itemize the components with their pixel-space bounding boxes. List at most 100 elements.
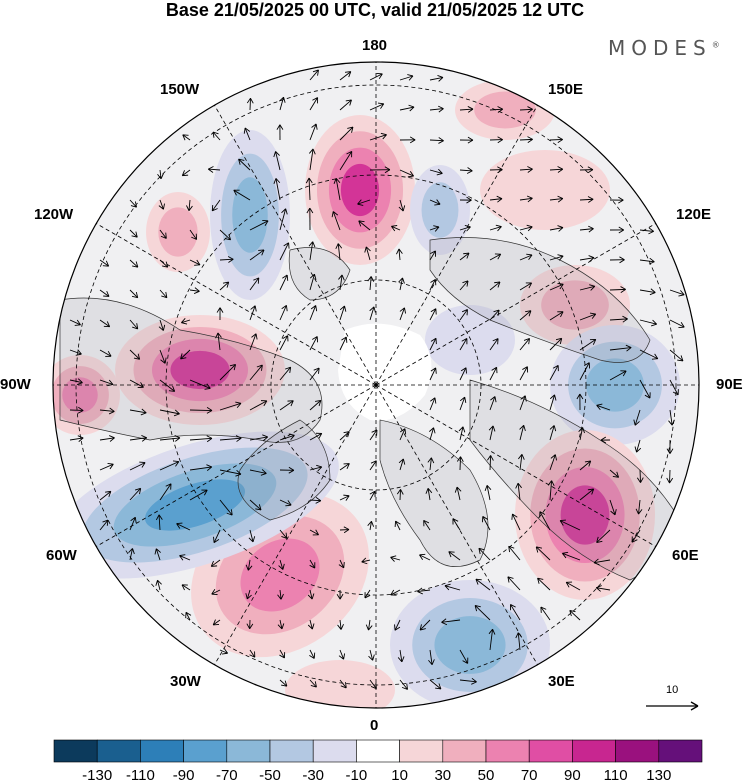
wind-arrowhead bbox=[278, 563, 285, 570]
wind-arrowhead bbox=[437, 75, 444, 82]
wind-arrow bbox=[639, 259, 655, 263]
wind-arrowhead bbox=[158, 324, 166, 331]
wind-arrowhead bbox=[367, 276, 375, 282]
wind-arrowhead bbox=[540, 606, 547, 613]
lon-label-90w: 90W bbox=[0, 376, 31, 393]
wind-arrow bbox=[519, 254, 533, 261]
wind-arrow bbox=[309, 69, 319, 81]
polar-cap bbox=[338, 323, 432, 421]
wind-arrowhead bbox=[635, 508, 643, 515]
wind-arrowhead bbox=[467, 106, 474, 113]
wind-arrow bbox=[540, 606, 551, 621]
wind-arrowhead bbox=[181, 584, 188, 591]
wind-arrow bbox=[129, 379, 144, 388]
wind-arrowhead bbox=[515, 632, 523, 639]
wind-arrow bbox=[249, 249, 265, 261]
wind-arrow bbox=[456, 486, 461, 501]
wind-arrowhead bbox=[434, 199, 441, 206]
wind-arrowhead bbox=[238, 158, 245, 165]
colorbar-swatch bbox=[183, 739, 228, 763]
wind-arrow bbox=[399, 428, 406, 441]
wind-arrowhead bbox=[336, 593, 344, 600]
wind-arrow bbox=[507, 576, 521, 591]
wind-arrow bbox=[519, 338, 530, 351]
wind-arrow bbox=[549, 338, 563, 351]
wind-arrowhead bbox=[494, 253, 502, 260]
lon-label-120w: 120W bbox=[34, 206, 74, 223]
wind-arrow bbox=[508, 545, 521, 561]
wind-arrowhead bbox=[396, 489, 404, 495]
wind-arrow bbox=[69, 379, 83, 384]
wind-arrow bbox=[669, 379, 679, 396]
wind-arrow bbox=[634, 409, 641, 426]
wind-arrowhead bbox=[165, 483, 172, 490]
wind-arrowhead bbox=[620, 370, 627, 377]
wind-arrow bbox=[159, 199, 164, 210]
wind-arrow bbox=[99, 379, 114, 385]
wind-arrow bbox=[244, 127, 251, 141]
wind-arrowhead bbox=[250, 305, 257, 312]
lon-label-0: 0 bbox=[370, 717, 379, 734]
wind-arrow bbox=[519, 168, 533, 171]
wind-arrowhead bbox=[634, 446, 642, 453]
wind-arrowhead bbox=[105, 350, 112, 357]
colorbar-tick-label: 30 bbox=[434, 767, 451, 783]
wind-arrowhead bbox=[315, 399, 322, 407]
land-outline bbox=[379, 419, 489, 568]
wind-arrow bbox=[279, 242, 290, 261]
wind-arrowhead bbox=[276, 124, 284, 130]
wind-arrow bbox=[213, 529, 221, 543]
wind-arrow bbox=[339, 274, 343, 291]
wind-arrow bbox=[549, 283, 564, 291]
wind-arrow bbox=[535, 546, 551, 561]
wind-arrow bbox=[208, 168, 221, 171]
wind-arrow bbox=[489, 198, 503, 201]
wind-arrowhead bbox=[636, 477, 644, 483]
wind-arrow bbox=[219, 229, 231, 241]
wind-arrow bbox=[549, 480, 553, 501]
wind-arrowhead bbox=[436, 168, 443, 176]
wind-arrow bbox=[212, 131, 221, 141]
wind-arrow bbox=[489, 281, 501, 291]
wind-arrow bbox=[539, 511, 551, 531]
wind-arrowhead bbox=[191, 233, 198, 240]
wind-arrow bbox=[69, 319, 81, 326]
anomaly-contour bbox=[62, 377, 98, 413]
wind-arrow bbox=[639, 289, 656, 293]
wind-arrow bbox=[631, 529, 641, 543]
wind-arrow bbox=[309, 336, 318, 351]
lon-label-120e: 120E bbox=[676, 206, 712, 223]
wind-arrow bbox=[249, 305, 256, 321]
wind-arrow bbox=[519, 366, 528, 381]
wind-arrow bbox=[459, 226, 471, 231]
anomaly-contour bbox=[285, 660, 395, 708]
wind-arrow bbox=[489, 226, 502, 231]
wind-arrowhead bbox=[282, 274, 289, 281]
wind-arrowhead bbox=[160, 357, 167, 364]
wind-arrow bbox=[309, 619, 313, 630]
wind-arrow bbox=[129, 517, 136, 531]
wind-arrow bbox=[249, 436, 268, 441]
wind-arrow bbox=[459, 426, 464, 441]
wind-arrowhead bbox=[224, 234, 232, 241]
wind-arrowhead bbox=[648, 257, 655, 265]
wind-arrowhead bbox=[490, 396, 497, 403]
wind-arrow bbox=[429, 77, 444, 81]
wind-arrow bbox=[459, 649, 469, 664]
wind-arrow bbox=[517, 483, 521, 501]
meridian-line bbox=[375, 384, 656, 547]
wind-arrowhead bbox=[430, 279, 437, 286]
wind-arrowhead bbox=[547, 480, 555, 487]
wind-arrowhead bbox=[281, 305, 288, 312]
wind-arrowhead bbox=[377, 102, 385, 109]
wind-arrowhead bbox=[527, 136, 533, 143]
colorbar-tick-label: -70 bbox=[216, 767, 238, 783]
wind-arrow bbox=[489, 309, 500, 321]
wind-arrowhead bbox=[619, 256, 625, 264]
meridian-line bbox=[96, 223, 377, 386]
colorbar-swatch bbox=[528, 739, 573, 763]
wind-arrow bbox=[219, 281, 230, 291]
wind-arrow bbox=[639, 469, 641, 483]
wind-arrowhead bbox=[578, 427, 585, 434]
wind-arrowhead bbox=[462, 657, 469, 664]
